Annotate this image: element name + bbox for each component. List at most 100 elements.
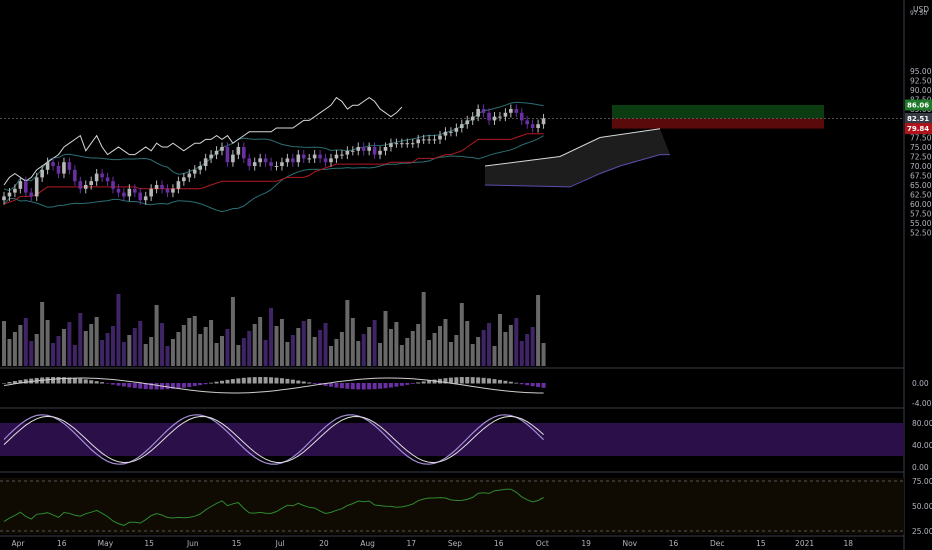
macd-hist-68: [372, 383, 377, 390]
candle-body-98: [536, 124, 540, 128]
macd-axis[interactable]: 0.00 -4.00: [2, 377, 932, 408]
macd-hist-14: [78, 378, 83, 384]
stoch-d-line: [3, 415, 544, 464]
macd-line: [3, 377, 544, 394]
macd-hist-2: [12, 381, 17, 384]
macd-hist-46: [252, 377, 257, 384]
macd-hist-15: [83, 379, 88, 384]
macd-hist-66: [361, 383, 366, 390]
macd-hist-1: [7, 382, 12, 384]
price-tick-8: 75.00: [910, 143, 932, 152]
price-badge-label-1: 82.51: [907, 115, 929, 123]
macd-hist-50: [274, 377, 279, 384]
volume-bar-57: [312, 337, 317, 366]
candle-body-63: [345, 150, 350, 155]
target-zone: [612, 104, 824, 119]
macd-hist-82: [448, 377, 453, 384]
volume-bar-83: [454, 335, 459, 366]
macd-hist-40: [220, 380, 224, 384]
candle-body-47: [258, 158, 262, 163]
price-pane[interactable]: [0, 96, 904, 366]
macd-hist-95: [519, 383, 524, 385]
candle-body-30: [165, 188, 170, 193]
macd-hist-27: [149, 383, 154, 390]
candle-body-18: [100, 173, 104, 178]
macd-hist-23: [127, 383, 132, 388]
volume-bar-51: [279, 319, 284, 366]
volume-bar-60: [329, 346, 333, 366]
candle-body-44: [242, 147, 246, 159]
candle-body-35: [192, 169, 197, 174]
candle-body-85: [465, 120, 470, 125]
macd-hist-30: [165, 383, 170, 390]
volume-bar-0: [2, 321, 6, 366]
candle-body-9: [51, 162, 55, 166]
volume-bar-77: [421, 292, 426, 366]
cloud-span-a: [484, 128, 661, 167]
stoch-axis[interactable]: 80.00 40.00 0.00: [0, 414, 932, 472]
macd-hist-52: [285, 378, 290, 384]
candle-body-46: [252, 162, 257, 166]
macd-hist-74: [405, 383, 410, 385]
macd-hist-88: [481, 377, 486, 384]
macd-tick-0: 0.00: [912, 379, 929, 388]
volume-bar-32: [176, 332, 181, 366]
candle-body-6: [34, 177, 39, 197]
macd-hist-98: [536, 383, 541, 388]
volume-bar-81: [443, 319, 448, 366]
volume-bar-7: [40, 302, 45, 366]
candle-body-51: [280, 162, 284, 166]
macd-hist-54: [296, 380, 301, 384]
time-axis[interactable]: Apr 16 May 15 Jun 15 Jul 20 Aug 17 Sep 16 Oct 19 Nov 16…: [12, 539, 854, 548]
volume-bar-82: [448, 342, 453, 366]
candle-body-53: [291, 158, 295, 163]
volume-bar-97: [530, 327, 535, 366]
candle-body-73: [400, 143, 404, 145]
macd-tick-1: -4.00: [912, 399, 932, 408]
macd-hist-76: [416, 382, 421, 384]
macd-hist-53: [290, 379, 295, 384]
volume-bar-85: [465, 321, 470, 366]
volume-bar-38: [209, 320, 214, 366]
macd-hist-18: [100, 382, 105, 384]
candle-body-50: [274, 166, 279, 167]
rsi-axis[interactable]: 75.00 50.00 25.00: [0, 477, 932, 536]
volume-bar-89: [487, 323, 492, 366]
macd-hist-63: [345, 383, 350, 389]
stop-zone: [612, 118, 824, 129]
volume-bar-53: [290, 335, 295, 366]
volume-bar-9: [51, 343, 56, 366]
volume-bar-59: [323, 323, 328, 366]
volume-bar-6: [34, 334, 39, 366]
macd-hist-3: [18, 380, 23, 384]
volume-bar-45: [247, 331, 252, 366]
volume-bar-44: [241, 338, 246, 366]
volume-bar-21: [116, 294, 121, 366]
candle-body-84: [460, 124, 464, 128]
volume-bar-16: [89, 324, 94, 366]
time-label-15: 16: [669, 539, 679, 548]
macd-hist-60: [329, 383, 333, 387]
candle-body-31: [171, 188, 175, 193]
time-label-7: 20: [319, 539, 329, 548]
volume-bar-87: [476, 337, 481, 366]
candle-body-14: [78, 181, 83, 189]
volume-bar-63: [345, 300, 350, 366]
macd-hist-93: [508, 381, 513, 384]
candle-body-89: [487, 112, 491, 121]
macd-hist-28: [154, 383, 159, 390]
volume-bar-28: [154, 305, 159, 366]
time-label-17: 15: [756, 539, 766, 548]
time-label-18: 2021: [795, 539, 814, 548]
macd-hist-24: [132, 383, 137, 389]
macd-hist-83: [454, 377, 459, 384]
stoch-band: [0, 423, 904, 456]
price-tick-2: 90.00: [910, 86, 932, 95]
candle-body-55: [301, 154, 306, 159]
candle-body-66: [361, 147, 366, 151]
macd-hist-47: [258, 377, 263, 384]
macd-hist-70: [383, 383, 388, 389]
volume-bar-96: [525, 334, 530, 366]
price-axis[interactable]: USD 97.50 95.0092.5090.0087.5085.0082.50…: [905, 5, 932, 238]
